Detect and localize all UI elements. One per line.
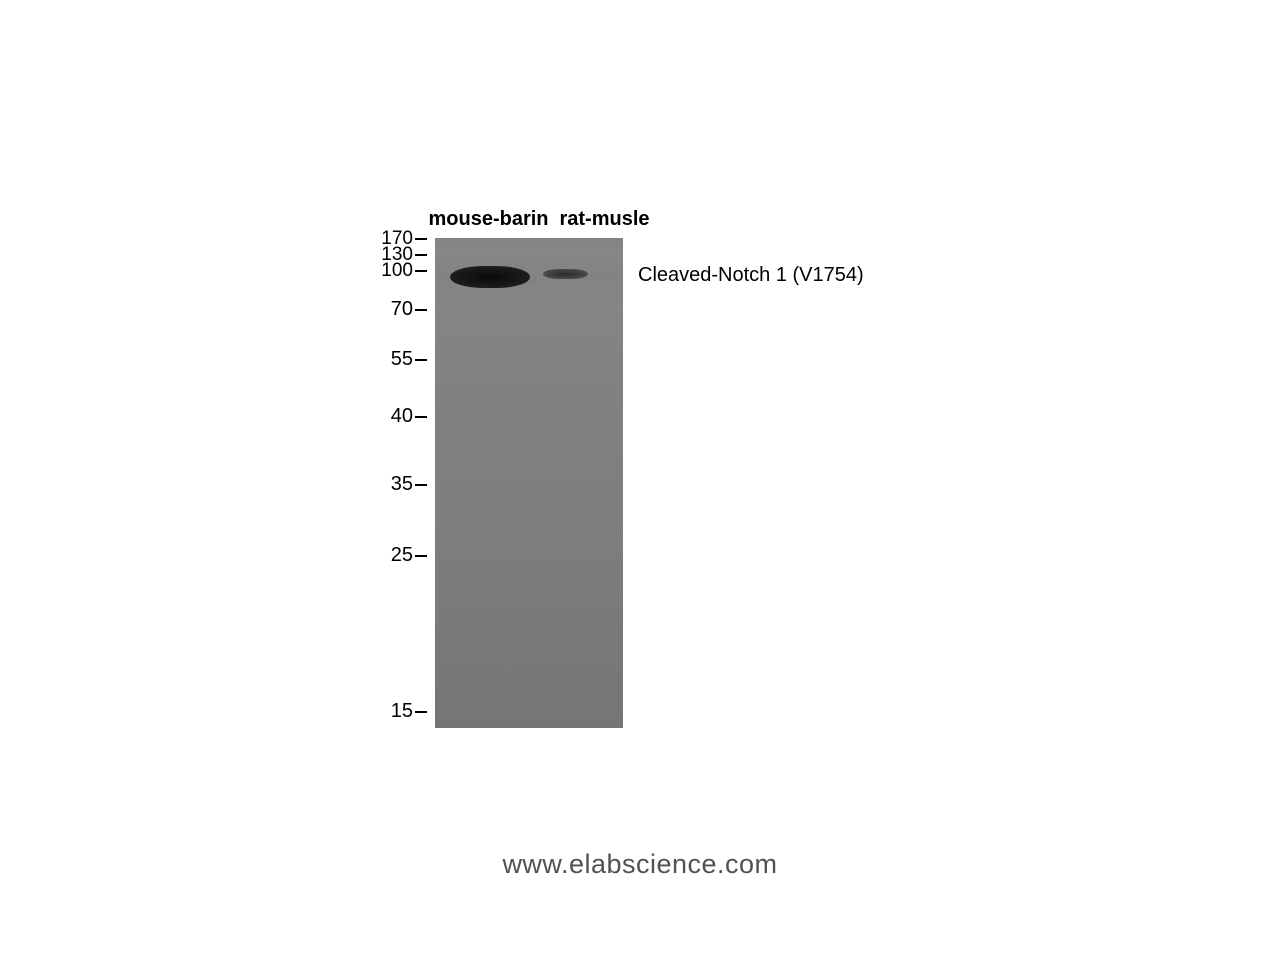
mw-marker-value: 55 (391, 348, 413, 371)
mw-marker-tick (415, 359, 427, 361)
mw-marker-15: 15 (372, 700, 427, 723)
mw-marker-tick (415, 555, 427, 557)
mw-marker-tick (415, 309, 427, 311)
watermark-text: www.elabscience.com (502, 849, 777, 880)
mw-marker-35: 35 (372, 473, 427, 496)
mw-marker-55: 55 (372, 348, 427, 371)
mw-marker-value: 100 (381, 260, 413, 282)
mw-marker-tick (415, 254, 427, 256)
mw-marker-tick (415, 238, 427, 240)
mw-marker-100: 100 (372, 260, 427, 282)
mw-marker-value: 15 (391, 700, 413, 723)
mw-marker-value: 35 (391, 473, 413, 496)
band-lane-1 (450, 266, 530, 288)
mw-marker-25: 25 (372, 544, 427, 567)
western-blot-figure: mouse-barin rat-musle 170130100705540352… (380, 210, 980, 740)
mw-marker-70: 70 (372, 298, 427, 321)
lane-labels-row: mouse-barin rat-musle (425, 208, 657, 231)
band-lane-2 (543, 269, 588, 279)
mw-marker-tick (415, 484, 427, 486)
target-protein-label: Cleaved-Notch 1 (V1754) (638, 264, 864, 287)
mw-marker-value: 40 (391, 405, 413, 428)
lane-label-1: mouse-barin (425, 208, 552, 231)
mw-marker-tick (415, 416, 427, 418)
mw-marker-tick (415, 711, 427, 713)
mw-marker-value: 70 (391, 298, 413, 321)
mw-marker-value: 25 (391, 544, 413, 567)
blot-membrane (435, 238, 623, 728)
mw-marker-40: 40 (372, 405, 427, 428)
lane-label-2: rat-musle (552, 208, 657, 231)
mw-marker-tick (415, 270, 427, 272)
